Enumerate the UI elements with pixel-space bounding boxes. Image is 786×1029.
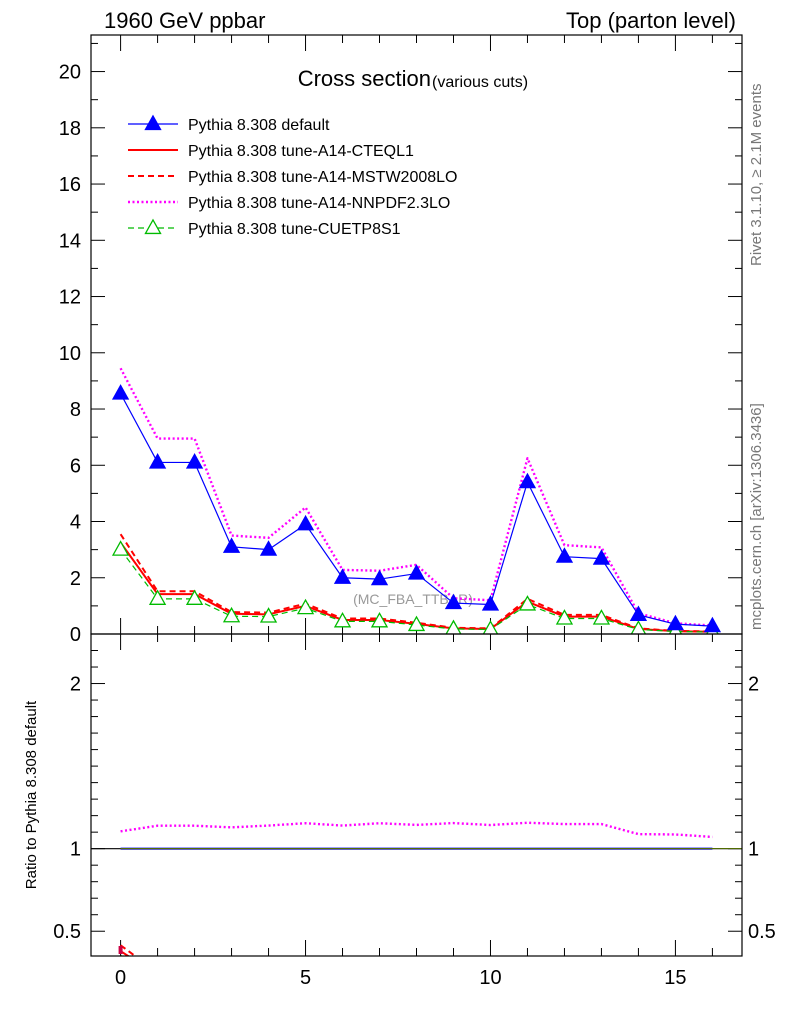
- main-series-4-point: [555, 609, 574, 625]
- main-series-0-point: [481, 595, 500, 611]
- main-series-4-point: [482, 620, 499, 634]
- main-series-2-line: [119, 533, 713, 633]
- x-tick-label: 15: [664, 967, 686, 989]
- main-series-4-point: [185, 589, 204, 605]
- main-series-4-point: [630, 620, 647, 634]
- main-series-0-point: [407, 564, 426, 580]
- main-series-0-point: [444, 593, 463, 610]
- header-right-label: Top (parton level): [566, 8, 736, 33]
- ratio-panel: 0.5 0.5 1 1 2 2 0 5 10 15 Ratio to Pythia 8.308 d…: [23, 633, 776, 989]
- legend-label-1: Pythia 8.308 tune-A14-CTEQL1: [188, 143, 414, 160]
- legend-label-2: Pythia 8.308 tune-A14-MSTW2008LO: [188, 169, 457, 186]
- main-y-tick-label: 10: [59, 343, 81, 365]
- ratio-series-4-line: [120, 954, 123, 956]
- main-series-0-point: [592, 549, 611, 565]
- main-series-4-point: [259, 607, 278, 623]
- ratio-y-tick-label-right: 1: [748, 839, 759, 861]
- main-series-group: [111, 367, 722, 634]
- main-series-4-line: [120, 549, 713, 633]
- main-series-4-point: [296, 598, 315, 615]
- main-y-tick-label: 12: [59, 287, 81, 309]
- main-series-4-point: [592, 609, 611, 625]
- ratio-clipped-marker: [118, 946, 123, 954]
- main-ticks: 0 2 4 6 8 10 12 14 16 18 20: [59, 35, 742, 646]
- main-series-4-point: [148, 589, 167, 605]
- main-series-0-point: [185, 453, 204, 469]
- main-y-tick-label: 0: [70, 624, 81, 646]
- main-series-4-point: [370, 611, 389, 628]
- main-subtitle: (various cuts): [432, 74, 528, 91]
- main-y-tick-label: 20: [59, 62, 81, 84]
- ratio-y-tick-label: 2: [70, 674, 81, 696]
- x-tick-label: 0: [115, 967, 126, 989]
- main-series-0-point: [629, 605, 648, 621]
- main-y-tick-label: 6: [70, 455, 81, 477]
- ratio-y-tick-label-right: 2: [748, 674, 759, 696]
- legend-label-3: Pythia 8.308 tune-A14-NNPDF2.3LO: [188, 195, 450, 212]
- main-y-tick-label: 8: [70, 399, 81, 421]
- legend-label-0: Pythia 8.308 default: [188, 117, 330, 134]
- main-series-0-point: [666, 614, 685, 631]
- main-y-tick-label: 18: [59, 118, 81, 140]
- mcplots-label: mcplots.cern.ch [arXiv:1306.3436]: [748, 403, 765, 630]
- main-series-0-point: [148, 453, 167, 469]
- legend: Pythia 8.308 default Pythia 8.308 tune-A1…: [128, 114, 457, 238]
- legend-marker-4: [144, 218, 162, 235]
- rivet-label: Rivet 3.1.10, ≥ 2.1M events: [748, 84, 765, 267]
- ratio-ticks: 0.5 0.5 1 1 2 2 0 5 10 15: [53, 634, 776, 989]
- main-y-tick-label: 14: [59, 230, 81, 252]
- header-left-label: 1960 GeV ppbar: [104, 8, 265, 33]
- main-y-tick-label: 2: [70, 568, 81, 590]
- x-tick-label: 10: [479, 967, 501, 989]
- main-series-0-point: [333, 568, 352, 584]
- main-y-tick-label: 16: [59, 174, 81, 196]
- ratio-series-group: [91, 821, 742, 956]
- main-series-4-point: [111, 540, 130, 556]
- main-series-0-point: [370, 569, 389, 586]
- x-tick-label: 5: [300, 967, 311, 989]
- main-series-0-point: [518, 472, 537, 489]
- ratio-y-tick-label: 1: [70, 839, 81, 861]
- ratio-y-tick-label-right: 0.5: [748, 921, 776, 943]
- main-series-0-point: [222, 537, 241, 553]
- main-series-0-point: [296, 514, 315, 531]
- main-series-0-point: [111, 384, 130, 400]
- main-series-4-point: [407, 615, 426, 632]
- main-y-tick-label: 4: [70, 512, 81, 534]
- main-title: Cross section: [298, 66, 431, 91]
- legend-marker-0: [144, 114, 162, 131]
- main-series-4-point: [445, 619, 462, 634]
- main-series-0-point: [703, 616, 722, 633]
- ratio-ylabel: Ratio to Pythia 8.308 default: [23, 700, 40, 889]
- ratio-y-tick-label: 0.5: [53, 921, 81, 943]
- main-series-4-point: [222, 606, 241, 623]
- legend-label-4: Pythia 8.308 tune-CUETP8S1: [188, 221, 401, 238]
- ratio-frame: [90, 633, 743, 957]
- main-series-4-point: [518, 595, 537, 611]
- main-series-3-line: [119, 367, 713, 627]
- main-series-0-point: [555, 547, 574, 563]
- main-series-4-point: [333, 611, 352, 628]
- main-series-0-point: [259, 540, 278, 556]
- ratio-series-3-line: [120, 821, 713, 839]
